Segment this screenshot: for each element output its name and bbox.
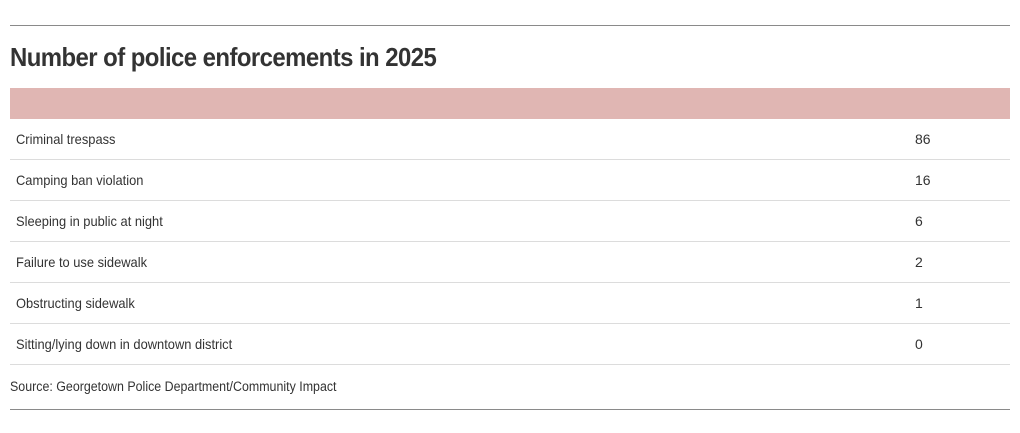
source-note: Source: Georgetown Police Department/Com… [10,379,337,394]
table-row: Failure to use sidewalk 2 [10,242,1010,283]
row-label: Camping ban violation [16,172,144,188]
chart-container: Number of police enforcements in 2025 Cr… [10,25,1010,410]
row-label: Sleeping in public at night [16,213,163,229]
row-value: 16 [915,172,931,188]
row-value: 2 [915,254,923,270]
table-row: Sitting/lying down in downtown district 0 [10,324,1010,365]
row-value: 6 [915,213,923,229]
row-label: Failure to use sidewalk [16,254,148,270]
row-label: Criminal trespass [16,131,116,147]
table-row: Sleeping in public at night 6 [10,201,1010,242]
row-value: 86 [915,131,931,147]
row-value: 1 [915,295,923,311]
row-label: Obstructing sidewalk [16,295,135,311]
table-row: Criminal trespass 86 [10,119,1010,160]
data-table-body: Criminal trespass 86 Camping ban violation… [10,119,1010,365]
table-row: Obstructing sidewalk 1 [10,283,1010,324]
table-header-band [10,88,1010,119]
table-row: Camping ban violation 16 [10,160,1010,201]
row-label: Sitting/lying down in downtown district [16,336,233,352]
chart-title: Number of police enforcements in 2025 [10,42,437,72]
bottom-divider [10,409,1010,410]
row-value: 0 [915,336,923,352]
